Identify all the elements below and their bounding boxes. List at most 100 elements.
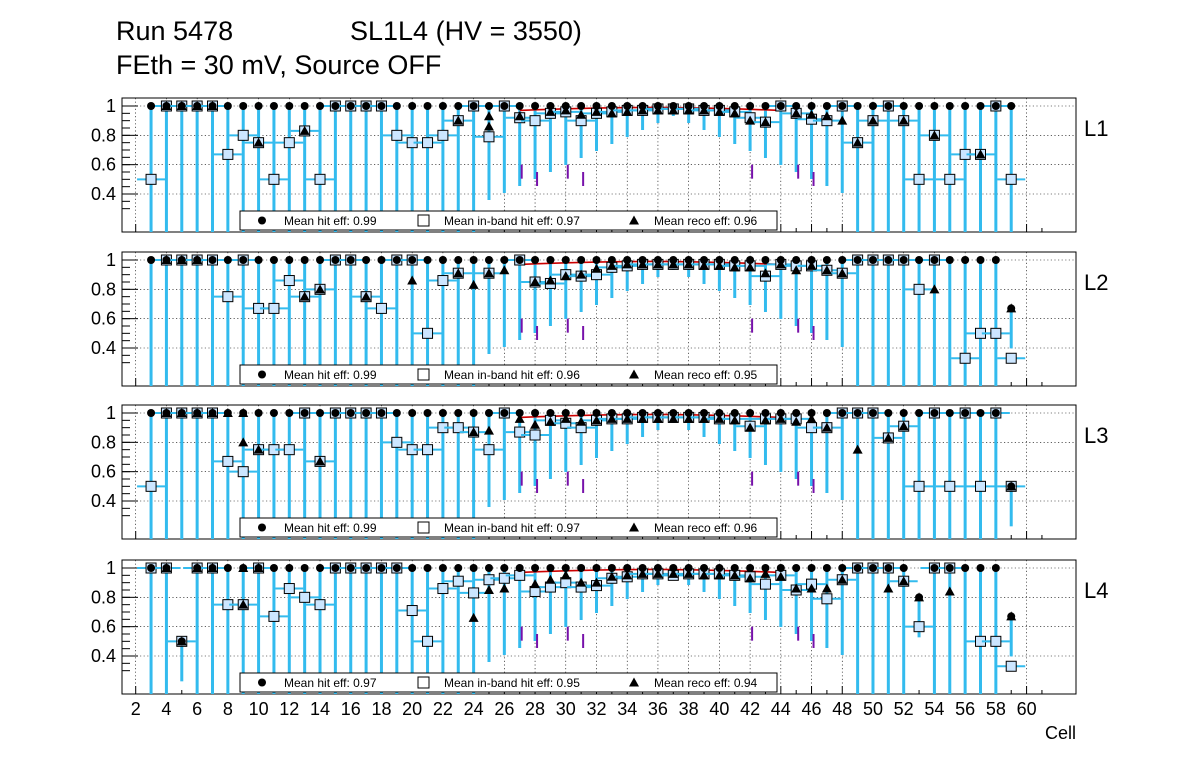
hit-marker [976,564,985,572]
legend-box [239,210,778,231]
x-tick-label: 2 [131,699,141,719]
hit-marker [469,256,478,264]
reco-marker [852,444,863,454]
panel-l2: 0.4 0.6 0.8 1 Mean hit eff: 0.99 Mean in-band… [91,250,1108,387]
hit-marker [546,564,555,572]
reco-marker [253,563,264,572]
reco-marker [530,419,541,429]
hit-marker [991,102,1000,110]
inband-marker [268,173,280,185]
reco-marker [745,115,756,125]
hit-marker [930,256,939,264]
inband-marker [422,137,434,149]
hit-marker [377,564,386,572]
reco-marker [806,109,817,119]
reco-marker [683,568,694,578]
reco-marker [207,101,218,110]
reco-marker [238,408,249,417]
reco-marker [468,427,479,437]
hit-marker [807,409,816,417]
hit-marker [761,409,770,417]
hit-marker [331,256,340,264]
inband-marker [759,578,771,590]
hit-marker [945,256,954,264]
legend-hit-marker [258,523,266,532]
inband-marker [283,137,295,149]
legend-reco-marker [629,369,639,379]
reco-marker [499,265,510,275]
reco-marker [652,259,663,269]
x-tick-label: 50 [863,699,883,719]
reco-marker [837,574,848,584]
hit-marker [715,102,724,110]
hit-marker [822,409,831,417]
x-tick-label: 32 [586,699,606,719]
reco-marker [299,125,310,135]
reco-marker [637,568,648,578]
x-tick-label: 44 [771,699,791,719]
hit-marker [915,256,924,264]
legend-box [239,672,778,693]
reco-marker [775,571,786,581]
hit-marker [454,102,463,110]
legend-reco-label: Mean reco eff: 0.96 [654,521,758,535]
x-tick-label: 20 [402,699,422,719]
hit-marker [147,256,156,264]
reco-marker [929,130,940,140]
hit-marker [577,102,586,110]
hit-marker [300,256,309,264]
hit-marker [822,102,831,110]
inband-marker [913,480,925,492]
reco-marker [699,413,710,423]
reco-marker [652,105,663,115]
reco-marker [883,583,894,593]
inband-marker [1005,660,1017,672]
reco-marker [914,592,925,602]
hit-marker [147,409,156,417]
reco-marker [545,106,556,116]
legend-hit-label: Mean hit eff: 0.99 [284,214,377,228]
inband-marker [222,291,234,303]
hit-marker [362,409,371,417]
hit-marker [700,564,709,572]
reco-marker [944,586,955,596]
reco-marker [606,260,617,270]
hit-marker [223,564,232,572]
hit-marker [730,564,739,572]
x-tick-label: 26 [494,699,514,719]
hit-marker [884,409,893,417]
reco-marker [361,291,372,301]
hit-marker [408,409,417,417]
reco-marker [637,413,648,423]
x-tick-label: 48 [832,699,852,719]
hit-marker [607,102,616,110]
hit-marker [331,409,340,417]
hit-marker [822,256,831,264]
reco-marker [530,277,541,286]
legend-reco-marker [629,215,639,225]
hit-marker [346,409,355,417]
x-tick-label: 16 [341,699,361,719]
x-axis-label: Cell [1045,723,1076,743]
reco-marker [806,413,817,423]
hit-marker [438,564,447,572]
reco-marker [683,105,694,115]
inband-marker [437,275,449,287]
hit-marker [792,409,801,417]
hit-marker [346,102,355,110]
hit-marker [500,564,509,572]
hit-marker [884,564,893,572]
hit-marker [991,564,1000,572]
reco-marker [161,563,172,572]
reco-marker [668,413,679,423]
reco-marker [560,570,571,580]
inband-marker [821,593,833,605]
reco-marker [238,563,249,572]
hit-marker [500,102,509,110]
y-tick-label: 0.8 [91,587,116,607]
legend-reco-label: Mean reco eff: 0.94 [654,676,758,690]
hit-marker [715,409,724,417]
x-tick-label: 52 [894,699,914,719]
inband-marker [391,129,403,141]
legend-inband-label: Mean in-band hit eff: 0.97 [444,214,580,228]
